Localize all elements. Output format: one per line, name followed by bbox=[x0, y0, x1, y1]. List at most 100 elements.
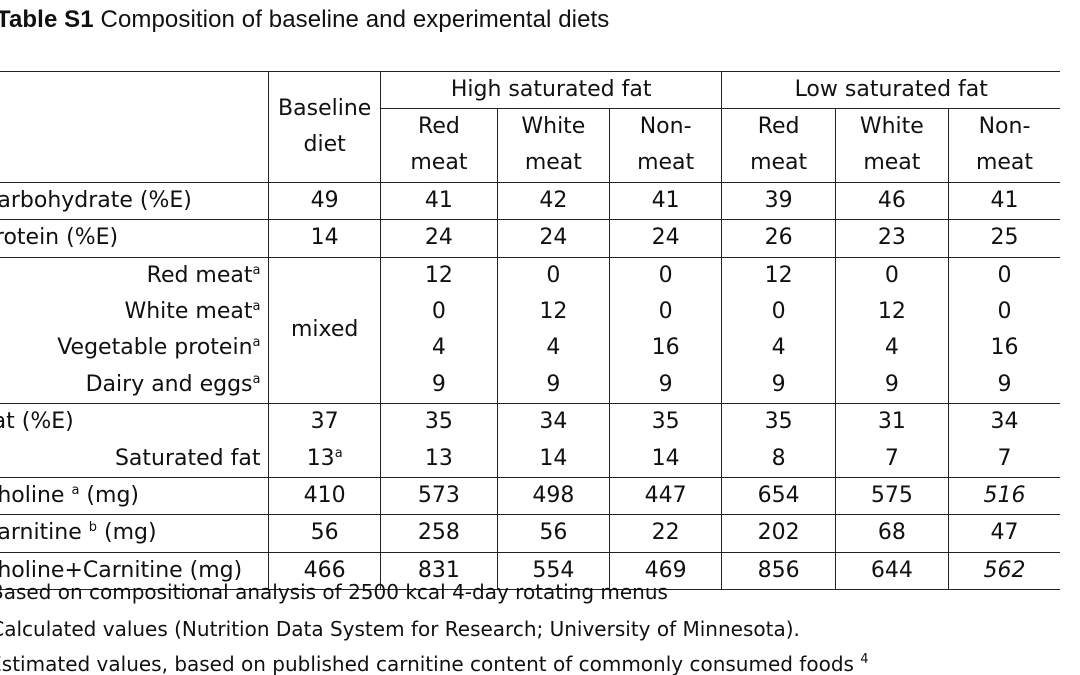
table-row: Fat (%E) 37 35 34 35 35 31 34 bbox=[0, 403, 1060, 441]
table-caption: Table S1 Composition of baseline and exp… bbox=[0, 6, 609, 34]
table-cell: 4 bbox=[834, 330, 949, 367]
table-cell: 0 bbox=[834, 256, 949, 295]
table-cell: 39 bbox=[721, 181, 836, 220]
table-cell: 16 bbox=[608, 330, 722, 367]
table-cell: 554 bbox=[496, 551, 610, 591]
baseline-value: 49 bbox=[268, 181, 381, 220]
table-label: Table S1 bbox=[0, 6, 94, 33]
table-cell: 68 bbox=[834, 514, 949, 553]
table-cell: 12 bbox=[379, 256, 498, 295]
table-cell: 644 bbox=[834, 551, 949, 591]
table-cell: 9 bbox=[721, 366, 836, 404]
table-cell: 469 bbox=[608, 551, 722, 591]
table-row: Choline+Carnitine (mg) 466 831 554 469 8… bbox=[0, 551, 1060, 591]
header-low-non-meat-line2: meat bbox=[947, 145, 1060, 183]
table-cell: 25 bbox=[947, 219, 1060, 258]
table-cell: 34 bbox=[496, 403, 610, 441]
row-label: Red meata bbox=[0, 256, 269, 295]
row-label: Dairy and eggsa bbox=[85, 371, 261, 397]
header-low-non-meat: Non- bbox=[947, 108, 1060, 146]
table-cell: 46 bbox=[834, 181, 949, 220]
table-cell: 654 bbox=[721, 477, 836, 515]
table-cell: 41 bbox=[379, 181, 498, 220]
table-cell: 24 bbox=[496, 219, 610, 258]
baseline-value: 466 bbox=[268, 551, 381, 591]
header-low-white-meat-line2: meat bbox=[834, 145, 949, 183]
table-cell: 0 bbox=[721, 294, 836, 331]
baseline-value: 13a bbox=[268, 440, 381, 478]
table-cell: 0 bbox=[496, 256, 610, 295]
table-cell: 575 bbox=[834, 477, 949, 515]
table-cell: 7 bbox=[834, 440, 949, 478]
composition-table: Baseline diet High saturated fat Low satu… bbox=[0, 71, 1060, 591]
row-label: Carnitine b (mg) bbox=[0, 514, 269, 553]
footnote-c: cEstimated values, based on published ca… bbox=[0, 652, 869, 675]
header-high-white-meat-line2: meat bbox=[496, 145, 610, 183]
baseline-value: 410 bbox=[268, 477, 381, 515]
table-row: Choline a (mg) 410 573 498 447 654 575 5… bbox=[0, 477, 1060, 515]
table-cell: 12 bbox=[834, 294, 949, 331]
table-cell: 22 bbox=[608, 514, 722, 553]
header-high-saturated-fat: High saturated fat bbox=[379, 71, 722, 109]
footnote-b: bCalculated values (Nutrition Data Syste… bbox=[0, 617, 800, 641]
table-cell: 0 bbox=[379, 294, 498, 331]
table-cell: 12 bbox=[496, 294, 610, 331]
table-cell: 447 bbox=[608, 477, 722, 515]
table-row: Red meata mixed 12 0 0 12 0 0 bbox=[0, 256, 1060, 404]
header-baseline-diet: Baseline diet bbox=[268, 71, 381, 183]
table-cell: 9 bbox=[608, 366, 722, 404]
table-cell: 35 bbox=[379, 403, 498, 441]
table-cell: 35 bbox=[721, 403, 836, 441]
table-title: Composition of baseline and experimental… bbox=[100, 6, 610, 33]
row-label: Carbohydrate (%E) bbox=[0, 181, 269, 220]
row-label: Choline+Carnitine (mg) bbox=[0, 551, 269, 591]
table-row: Protein (%E) 14 24 24 24 26 23 25 bbox=[0, 219, 1060, 258]
table-cell: 56 bbox=[496, 514, 610, 553]
table-cell: 42 bbox=[496, 181, 610, 220]
header-low-red-meat: Red bbox=[721, 108, 836, 146]
table-cell: 573 bbox=[379, 477, 498, 515]
header-high-white-meat: White bbox=[496, 108, 610, 146]
table-cell: 8 bbox=[721, 440, 836, 478]
table-row: White meata 0 12 0 0 12 0 bbox=[0, 294, 1060, 331]
table-cell: 498 bbox=[496, 477, 610, 515]
table-row: Saturated fat 13a 13 14 14 8 7 7 bbox=[0, 440, 1060, 478]
table-cell: 4 bbox=[721, 330, 836, 367]
table-cell: 9 bbox=[947, 366, 1060, 404]
header-low-red-meat-line2: meat bbox=[721, 145, 836, 183]
table-cell: 47 bbox=[947, 514, 1060, 553]
table-cell: 0 bbox=[608, 256, 722, 295]
row-label: Protein (%E) bbox=[0, 219, 269, 258]
table-cell: 4 bbox=[496, 330, 610, 367]
header-high-red-meat-line2: meat bbox=[379, 145, 498, 183]
footnote-a: aBased on compositional analysis of 2500… bbox=[0, 580, 668, 604]
row-label: Vegetable proteina bbox=[57, 335, 261, 361]
table-cell: 0 bbox=[608, 294, 722, 331]
table-cell: 24 bbox=[379, 219, 498, 258]
table-row: Carnitine b (mg) 56 258 56 22 202 68 47 bbox=[0, 514, 1060, 553]
table-cell: 35 bbox=[608, 403, 722, 441]
row-label: Fat (%E) bbox=[0, 403, 269, 441]
table-cell: 34 bbox=[947, 403, 1060, 441]
baseline-value: 56 bbox=[268, 514, 381, 553]
header-low-saturated-fat: Low saturated fat bbox=[721, 71, 1060, 109]
row-label: Choline a (mg) bbox=[0, 477, 269, 515]
table-row: Dairy and eggsa 9 9 9 9 9 9 bbox=[0, 366, 1060, 404]
header-high-non-meat-line2: meat bbox=[608, 145, 722, 183]
table-cell: 24 bbox=[608, 219, 722, 258]
baseline-value: 14 bbox=[268, 219, 381, 258]
table-cell: 7 bbox=[947, 440, 1060, 478]
table-cell: 9 bbox=[379, 366, 498, 404]
table-cell: 516 bbox=[947, 477, 1060, 515]
table-cell: 31 bbox=[834, 403, 949, 441]
table-cell: 562 bbox=[947, 551, 1060, 591]
table-cell: 41 bbox=[947, 181, 1060, 220]
header-high-non-meat: Non- bbox=[608, 108, 722, 146]
table-cell: 831 bbox=[379, 551, 498, 591]
table-row: Carbohydrate (%E) 49 41 42 41 39 46 41 bbox=[0, 181, 1060, 220]
table-cell: 26 bbox=[721, 219, 836, 258]
table-cell: 13 bbox=[379, 440, 498, 478]
row-label: Saturated fat bbox=[114, 445, 261, 471]
table-row: Vegetable proteina 4 4 16 4 4 16 bbox=[0, 330, 1060, 367]
